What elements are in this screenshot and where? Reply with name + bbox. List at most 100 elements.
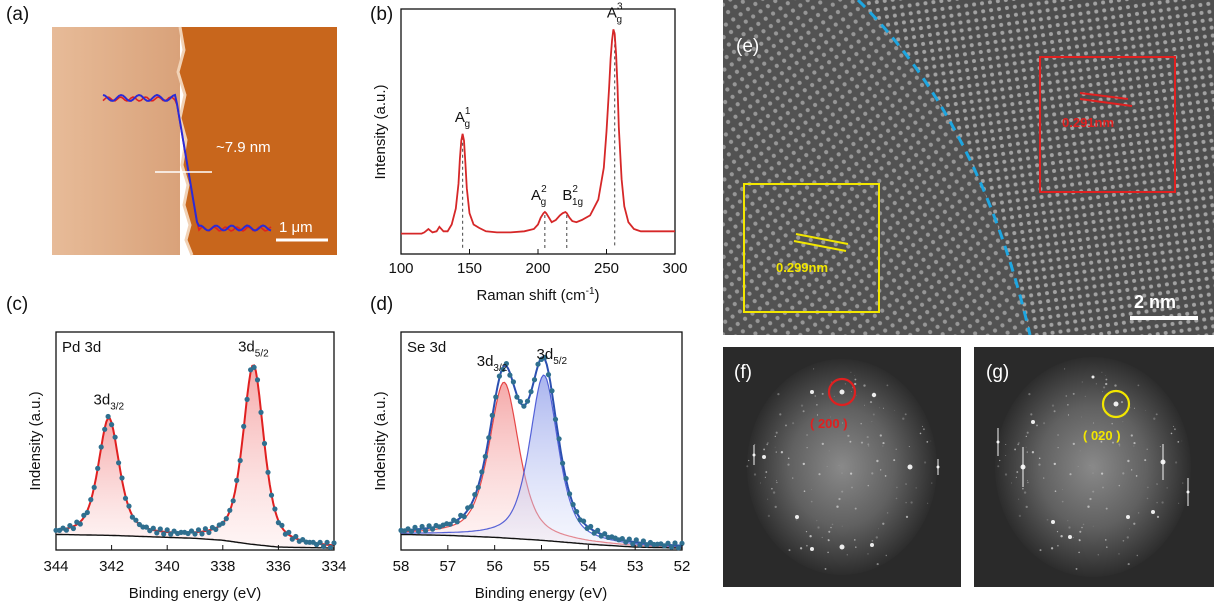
fft-f-spot-label: ( 200 )	[810, 416, 848, 431]
se3d-data-point	[545, 372, 552, 378]
yellow-inset-box	[743, 183, 880, 313]
raman-y-axis-label: Intensity (a.u.)	[372, 84, 389, 179]
fft-g-noise	[1067, 414, 1070, 416]
fft-f-noise	[878, 528, 880, 530]
se3d-data-point	[630, 541, 636, 547]
se3d-data-point	[503, 361, 509, 367]
fft-f-noise	[879, 434, 882, 437]
fft-g-noise	[1087, 505, 1090, 508]
afm-flake	[178, 27, 337, 255]
fft-f-noise	[844, 383, 846, 385]
fft-g-noise	[1079, 450, 1081, 452]
fft-f-spot-1	[871, 392, 877, 398]
fft-g-noise	[1038, 457, 1041, 459]
fft-g-noise	[1004, 473, 1008, 476]
se3d-tick-53: 53	[627, 558, 644, 575]
fft-f-noise	[785, 424, 787, 427]
fft-f-noise	[774, 435, 776, 438]
raman-tick-200: 200	[525, 260, 550, 277]
fft-f-noise	[810, 500, 813, 503]
pd3d-data-point	[77, 521, 83, 527]
fft-f-noise	[805, 530, 808, 533]
fft-f-noise	[830, 416, 831, 418]
fft-g-noise	[1146, 448, 1148, 450]
fft-f-noise	[748, 459, 750, 462]
panel-a-label: (a)	[6, 4, 29, 25]
raman-peak-guides	[462, 32, 616, 248]
raman-peak-label-2-sub: 1g	[572, 197, 583, 208]
pd3d-data-point	[244, 396, 250, 402]
fft-g-noise	[1031, 451, 1035, 454]
pd3d-data-point	[188, 528, 195, 534]
pd3d-data-point	[81, 512, 87, 519]
fft-g-noise	[1030, 413, 1033, 416]
fft-f-noise	[818, 473, 821, 476]
fft-f-noise	[896, 486, 898, 489]
raman-peak-label-0-sub: g	[464, 119, 470, 130]
pd3d-data-point	[63, 527, 69, 533]
fft-f-noise	[816, 414, 819, 416]
fft-f-noise	[841, 472, 843, 474]
se3d-data-point	[623, 539, 629, 545]
se3d-data-point	[482, 453, 488, 460]
fft-f-noise	[780, 451, 784, 454]
fft-f-noise	[775, 451, 777, 453]
fft-g-noise	[1017, 443, 1020, 446]
pd3d-data-point	[237, 457, 243, 464]
fft-f-noise	[754, 454, 756, 456]
fft-g-noise	[1079, 530, 1082, 533]
fft-g-spot-label: ( 020 )	[1083, 428, 1121, 443]
fft-f-noise	[787, 457, 790, 459]
fft-g-noise	[1016, 471, 1019, 473]
fft-g-noise	[1181, 440, 1183, 442]
raman-tick-300: 300	[662, 260, 687, 277]
fft-f-noise	[854, 378, 857, 381]
fft-f-noise	[806, 447, 808, 449]
se3d-data-point	[500, 366, 506, 373]
fft-g-noise	[1172, 425, 1175, 427]
fft-f-noise	[802, 462, 805, 466]
fft-f-noise	[833, 395, 835, 397]
fft-g-spot-3	[1051, 520, 1055, 524]
fft-f-noise	[905, 484, 907, 485]
pd3d-data-point	[265, 469, 271, 475]
fft-f-noise	[849, 440, 852, 443]
raman-spectrum-line	[401, 29, 675, 235]
fft-g-noise	[1102, 391, 1104, 393]
se3d-tick-57: 57	[439, 558, 456, 575]
fft-f-glow	[747, 359, 937, 575]
panel-b-label: (b)	[370, 4, 393, 25]
fft-f-noise	[746, 465, 749, 468]
fft-f-noise	[854, 507, 857, 510]
pd3d-data-point	[234, 477, 240, 483]
fft-g-noise	[999, 459, 1001, 462]
pd3d-data-point	[220, 520, 226, 526]
se3d-data-point	[640, 538, 647, 544]
fft-g-noise	[1105, 378, 1108, 381]
pd3d-data-point	[213, 526, 219, 533]
se3d-data-point	[524, 398, 531, 404]
fft-g-noise	[1025, 505, 1028, 509]
pd3d-data-point	[241, 423, 247, 429]
fft-f-noise	[777, 393, 780, 396]
pd3d-y-axis-label: Indensity (a.u.)	[27, 391, 44, 490]
fft-g-spot-8	[1091, 375, 1095, 379]
fft-f-spot-5	[795, 515, 799, 519]
se3d-y-axis-label: Indensity (a.u.)	[372, 391, 389, 490]
panel-f: (f) ( 200 )	[723, 347, 961, 587]
fft-g-noise	[1105, 539, 1107, 541]
fft-f-noise	[871, 472, 874, 475]
fft-f-noise	[841, 525, 843, 527]
yellow-d-spacing-text: 0.299nm	[776, 260, 828, 275]
pd3d-tick-338: 338	[210, 558, 235, 575]
se3d-data-point	[486, 435, 492, 441]
pd3d-data-point	[202, 526, 208, 532]
fft-g-noise	[1018, 442, 1020, 444]
se3d-x-axis-label: Binding energy (eV)	[475, 585, 608, 602]
fft-f-noise	[811, 488, 812, 490]
fft-g-noise	[1023, 491, 1027, 494]
fft-f-noise	[915, 487, 917, 489]
se3d-data-point	[560, 460, 566, 466]
se3d-data-point	[675, 545, 682, 551]
